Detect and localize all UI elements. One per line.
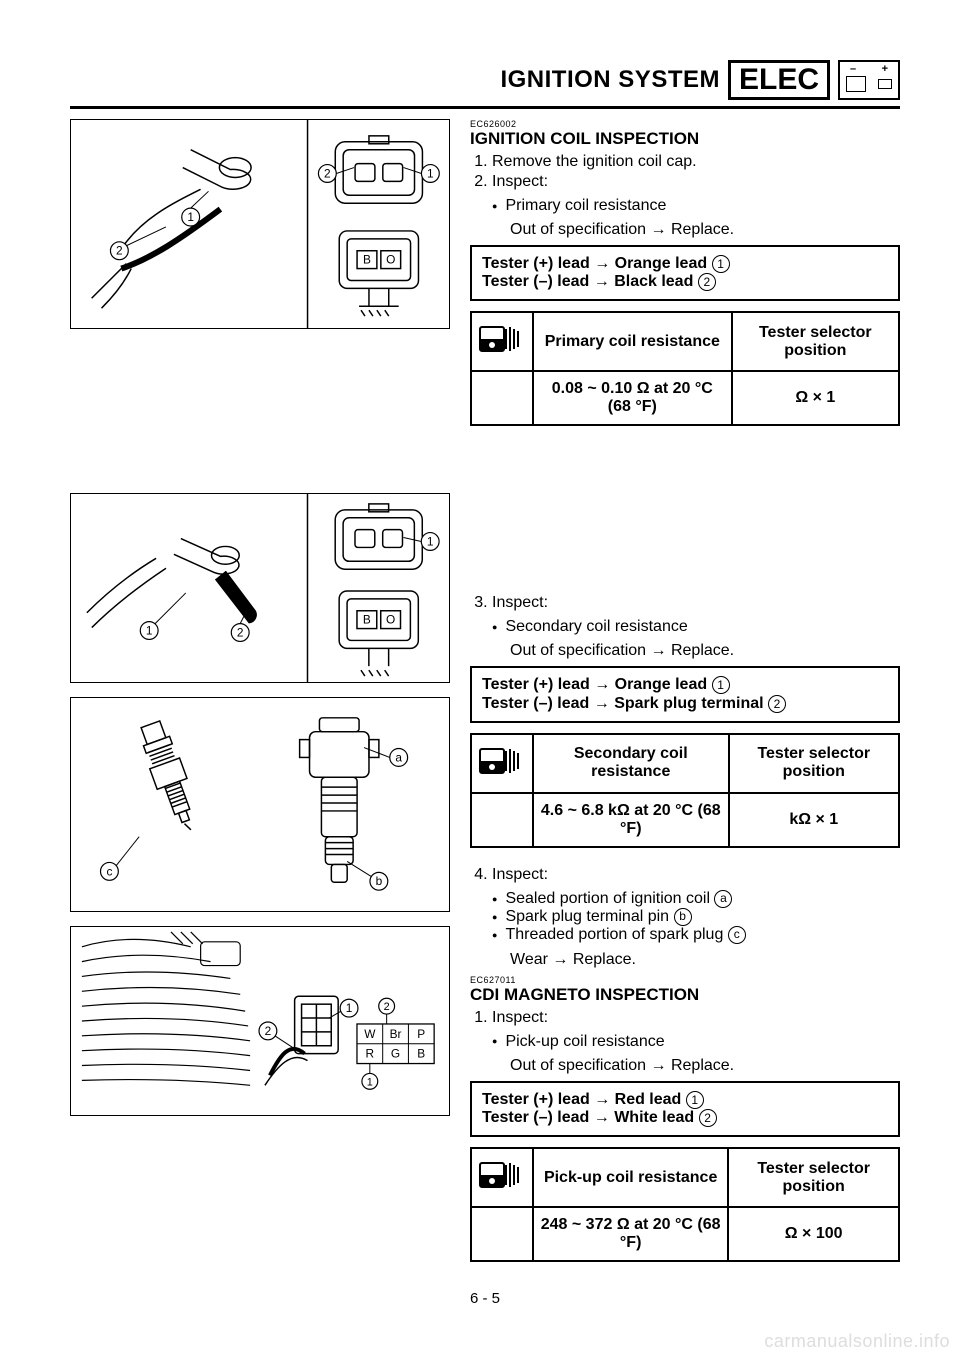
page-header: IGNITION SYSTEM ELEC – + <box>70 60 900 100</box>
figure-ignition-coil-primary: 1 2 <box>70 119 450 329</box>
tester-icon-cell <box>471 734 533 793</box>
step-4: Inspect: <box>492 866 900 884</box>
svg-text:2: 2 <box>116 244 123 258</box>
step-2: Inspect: <box>492 173 900 191</box>
watermark: carmanualsonline.info <box>764 1331 950 1352</box>
figure-cdi-magneto: 1 2 2 W <box>70 926 450 1116</box>
step-1: Remove the ignition coil cap. <box>492 153 900 171</box>
cdi-magneto-section: EC627011 CDI MAGNETO INSPECTION Inspect:… <box>470 975 900 1262</box>
bullet: Spark plug terminal pin b <box>492 908 900 926</box>
col-secondary-resistance: Secondary coil resistance <box>533 734 729 793</box>
svg-text:a: a <box>395 750 402 764</box>
val-resistance: 248 ~ 372 Ω at 20 °C (68 °F) <box>533 1207 728 1261</box>
multimeter-icon <box>478 321 526 357</box>
wear-replace: Wear → Replace. <box>470 951 900 969</box>
val-position: Ω × 100 <box>728 1207 899 1261</box>
col-tester-position: Tester selector position <box>729 734 899 793</box>
header-rule <box>70 106 900 109</box>
svg-text:P: P <box>417 1027 425 1041</box>
svg-text:W: W <box>364 1027 376 1041</box>
page-number: 6 - 5 <box>70 1290 900 1307</box>
svg-text:2: 2 <box>237 625 244 639</box>
bullet: Pick-up coil resistance <box>492 1033 900 1051</box>
col-tester-position: Tester selector position <box>728 1148 899 1207</box>
secondary-coil-table: Secondary coil resistance Tester selecto… <box>470 733 900 848</box>
elec-badge: ELEC <box>728 60 830 100</box>
svg-text:1: 1 <box>427 534 434 548</box>
battery-minus: – <box>850 63 856 75</box>
battery-plus: + <box>882 63 888 75</box>
outspec: Out of specification → Replace. <box>470 642 900 660</box>
multimeter-icon <box>478 1157 526 1193</box>
svg-text:O: O <box>386 613 395 627</box>
svg-text:B: B <box>363 613 371 627</box>
secondary-coil-section: Inspect: Secondary coil resistance Out o… <box>470 594 900 968</box>
svg-text:1: 1 <box>346 1001 353 1015</box>
ignition-coil-section: EC626002 IGNITION COIL INSPECTION Remove… <box>470 119 900 426</box>
step-1: Inspect: <box>492 1009 900 1027</box>
svg-text:Br: Br <box>390 1027 402 1041</box>
bullet: Threaded portion of spark plug c <box>492 926 900 944</box>
battery-icon: – + <box>838 60 900 100</box>
figure-ignition-coil-secondary: 1 2 1 <box>70 493 450 683</box>
lead-box: Tester (+) lead → Orange lead 1 Tester (… <box>470 245 900 301</box>
svg-text:G: G <box>391 1047 400 1061</box>
svg-text:B: B <box>417 1047 425 1061</box>
svg-text:2: 2 <box>324 166 331 180</box>
figure-spark-plug-coil-body: a b c <box>70 697 450 912</box>
svg-text:1: 1 <box>367 1076 373 1088</box>
code: EC627011 <box>470 975 900 985</box>
val-position: kΩ × 1 <box>729 793 899 847</box>
section-title: IGNITION SYSTEM <box>500 66 720 94</box>
svg-text:2: 2 <box>265 1024 272 1038</box>
val-resistance: 4.6 ~ 6.8 kΩ at 20 °C (68 °F) <box>533 793 729 847</box>
bullet: Secondary coil resistance <box>492 618 900 636</box>
col-pickup-resistance: Pick-up coil resistance <box>533 1148 728 1207</box>
bullet: Sealed portion of ignition coil a <box>492 890 900 908</box>
heading: CDI MAGNETO INSPECTION <box>470 985 900 1005</box>
heading: IGNITION COIL INSPECTION <box>470 129 900 149</box>
step-3: Inspect: <box>492 594 900 612</box>
svg-text:b: b <box>376 874 383 888</box>
svg-text:B: B <box>363 253 371 267</box>
svg-text:1: 1 <box>187 210 194 224</box>
bullet: Primary coil resistance <box>492 197 900 215</box>
svg-text:R: R <box>366 1047 375 1061</box>
tester-icon-cell <box>471 1148 533 1207</box>
tester-icon-cell <box>471 312 533 371</box>
svg-text:O: O <box>386 253 395 267</box>
multimeter-icon <box>478 743 526 779</box>
outspec: Out of specification → Replace. <box>470 221 900 239</box>
svg-text:1: 1 <box>146 624 153 638</box>
svg-text:2: 2 <box>384 1001 390 1013</box>
lead-box: Tester (+) lead → Red lead 1 Tester (–) … <box>470 1081 900 1137</box>
code: EC626002 <box>470 119 900 129</box>
outspec: Out of specification → Replace. <box>470 1057 900 1075</box>
svg-text:1: 1 <box>427 166 434 180</box>
val-resistance: 0.08 ~ 0.10 Ω at 20 °C (68 °F) <box>533 371 732 425</box>
primary-coil-table: Primary coil resistance Tester selector … <box>470 311 900 426</box>
svg-text:c: c <box>106 864 112 878</box>
lead-box: Tester (+) lead → Orange lead 1 Tester (… <box>470 666 900 722</box>
col-tester-position: Tester selector position <box>732 312 899 371</box>
pickup-coil-table: Pick-up coil resistance Tester selector … <box>470 1147 900 1262</box>
val-position: Ω × 1 <box>732 371 899 425</box>
col-primary-resistance: Primary coil resistance <box>533 312 732 371</box>
